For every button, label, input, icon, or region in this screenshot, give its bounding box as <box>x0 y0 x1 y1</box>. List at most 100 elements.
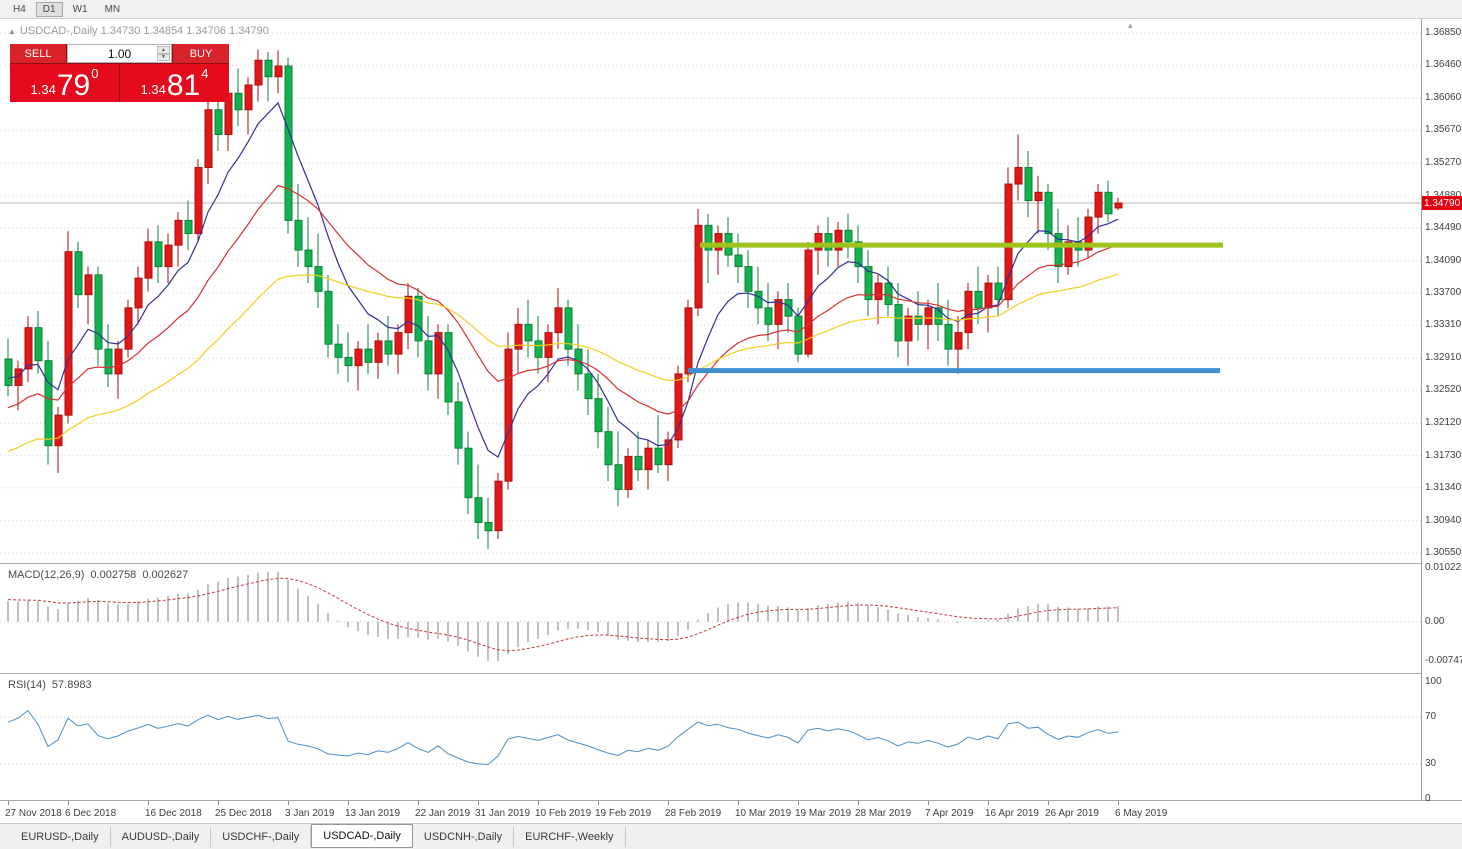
candle <box>284 57 293 234</box>
tab-eurusd-daily[interactable]: EURUSD-,Daily <box>10 827 111 847</box>
candle <box>344 332 353 383</box>
candle <box>904 307 913 366</box>
candle <box>1014 134 1023 201</box>
candle <box>134 266 143 325</box>
tab-usdcad-daily[interactable]: USDCAD-,Daily <box>311 824 413 848</box>
date-tick <box>148 801 149 805</box>
price-tick-label: 1.31340 <box>1425 481 1462 493</box>
price-tick-label: 1.32520 <box>1425 384 1462 396</box>
price-tick-label: 1.36850 <box>1425 27 1462 38</box>
panel-divider[interactable] <box>0 563 1462 564</box>
tab-label: EURUSD-,Daily <box>21 831 99 843</box>
candle <box>884 266 893 317</box>
price-tick-label: 1.32120 <box>1425 417 1462 429</box>
volume-up-icon[interactable]: ▲ <box>157 46 170 54</box>
candle <box>1104 180 1113 223</box>
candle <box>374 332 383 379</box>
ma-fast-line <box>7 101 1119 459</box>
date-label: 31 Jan 2019 <box>475 808 531 819</box>
candle <box>944 299 953 366</box>
date-label: 19 Feb 2019 <box>595 808 652 819</box>
tab-label: EURCHF-,Weekly <box>525 831 614 843</box>
date-axis[interactable]: 27 Nov 2018 6 Dec 2018 16 Dec 2018 25 Dec 2… <box>0 801 1462 823</box>
tab-label: USDCAD-,Daily <box>323 830 401 842</box>
price-tick-label: 1.32910 <box>1425 352 1462 364</box>
date-label: 7 Apr 2019 <box>925 808 974 819</box>
date-label: 6 May 2019 <box>1115 808 1168 819</box>
tab-label: USDCNH-,Daily <box>423 831 503 843</box>
candle <box>474 464 483 539</box>
tab-audusd-daily[interactable]: AUDUSD-,Daily <box>111 827 212 847</box>
chart-ohlc-readout: USDCAD-,Daily 1.34730 1.34854 1.34706 1.… <box>19 25 269 37</box>
chart-paper <box>0 19 1462 823</box>
period-button-h4[interactable]: H4 <box>6 2 33 17</box>
date-label: 13 Jan 2019 <box>345 808 401 819</box>
date-tick <box>928 801 929 805</box>
candle <box>314 233 323 308</box>
candle <box>1034 175 1043 234</box>
candle <box>394 324 403 374</box>
period-button-d1[interactable]: D1 <box>35 1 63 17</box>
macd-signal-value: 0.002627 <box>142 569 189 581</box>
price-tick-label: 1.36460 <box>1425 59 1462 71</box>
candle <box>114 340 123 399</box>
buy-price-box[interactable]: 1.34 81 4 <box>120 64 229 102</box>
tab-label: USDCHF-,Daily <box>222 831 300 843</box>
volume-down-icon[interactable]: ▼ <box>157 53 170 61</box>
candle <box>764 283 773 341</box>
candle <box>854 225 863 284</box>
date-label: 10 Mar 2019 <box>735 808 792 819</box>
tab-usdcnh-daily[interactable]: USDCNH-,Daily <box>413 827 515 847</box>
candle <box>814 225 823 275</box>
period-button-mn[interactable]: MN <box>98 2 128 17</box>
panel-divider[interactable] <box>0 673 1462 674</box>
rsi-indicator-chart[interactable] <box>0 675 1422 801</box>
candle <box>424 316 433 391</box>
timeframe-toolbar: H4 D1 W1 MN <box>0 0 1462 19</box>
candle <box>754 266 763 325</box>
volume-input[interactable] <box>91 45 148 62</box>
price-axis[interactable]: 1.34790 1.36850 1.36460 1.36060 1.35670 1.35… <box>1422 19 1462 804</box>
price-tick-label: 1.33700 <box>1425 287 1462 298</box>
date-tick <box>1048 801 1049 805</box>
price-tick-label: 1.31730 <box>1425 449 1462 461</box>
buy-button[interactable]: BUY <box>173 44 229 63</box>
candle <box>824 217 833 267</box>
date-label: 26 Apr 2019 <box>1045 808 1099 819</box>
candle <box>874 274 883 325</box>
macd-signal-line <box>7 577 1119 652</box>
price-tick-label: 1.36060 <box>1425 92 1462 104</box>
price-tick-label: 1.34090 <box>1425 254 1462 266</box>
macd-indicator-chart[interactable] <box>0 565 1422 672</box>
candle <box>924 299 933 350</box>
candlestick-chart[interactable] <box>0 19 1422 562</box>
sell-price-point: 0 <box>91 66 99 81</box>
macd-label-row: MACD(12,26,9) 0.002758 0.002627 <box>8 569 188 581</box>
tab-eurchf-weekly[interactable]: EURCHF-,Weekly <box>514 827 626 847</box>
tab-usdchf-daily[interactable]: USDCHF-,Daily <box>211 827 312 847</box>
sell-button[interactable]: SELL <box>10 44 66 63</box>
current-price-value: 1.34790 <box>1424 197 1461 209</box>
sell-price-pips: 79 <box>56 69 91 102</box>
rsi-tick-label: 100 <box>1425 676 1442 687</box>
candle <box>404 283 413 350</box>
price-tick-label: 1.35270 <box>1425 157 1462 169</box>
candle <box>44 340 53 465</box>
candle <box>84 266 93 325</box>
candle <box>564 299 573 366</box>
candle <box>584 349 593 416</box>
candle <box>524 299 533 358</box>
candle <box>104 324 113 388</box>
sell-price-box[interactable]: 1.34 79 0 <box>10 64 119 102</box>
candle <box>244 76 253 135</box>
collapse-panel-icon[interactable]: ▲ <box>8 26 16 36</box>
period-button-w1[interactable]: W1 <box>66 2 95 17</box>
candle <box>64 231 73 424</box>
candle <box>574 324 583 391</box>
price-tick-label: 1.33310 <box>1425 319 1462 331</box>
candle <box>334 324 343 374</box>
date-label: 28 Feb 2019 <box>665 808 722 819</box>
candle <box>364 324 373 374</box>
ma-medium-line <box>7 184 1119 415</box>
